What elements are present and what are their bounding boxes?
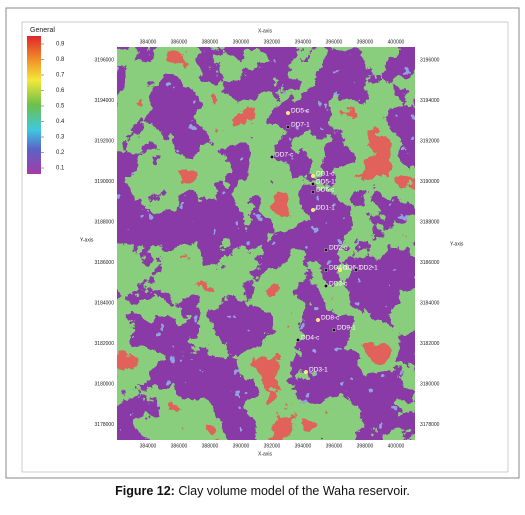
well <box>324 284 329 289</box>
x-tick-label: 394000 <box>295 39 312 45</box>
well-label: DD1-1 <box>316 205 335 212</box>
well <box>296 338 301 343</box>
frame <box>5 7 520 479</box>
x-tick-label: 384000 <box>140 443 157 449</box>
x-tick-label: 384000 <box>140 39 157 45</box>
x-tick-label: 388000 <box>202 39 219 45</box>
x-tick-label: 398000 <box>357 39 374 45</box>
well-label: DD7-1 <box>291 122 310 129</box>
caption-text: Clay volume model of the Waha reservoir. <box>174 484 410 498</box>
y-tick-label: 3196000 <box>420 57 440 63</box>
well <box>311 189 316 194</box>
legend-bar <box>27 36 41 174</box>
x-tick-label: 396000 <box>326 443 343 449</box>
well-label: DD5-c <box>291 108 310 115</box>
well <box>324 268 329 273</box>
legend-tick-label: 0.1 <box>56 166 65 172</box>
x-tick-label: 390000 <box>233 39 250 45</box>
well <box>286 124 291 129</box>
figure: General X-axis X-axis Y-axis Y-axis 0.9 0… <box>5 7 520 479</box>
well-label: DD8-c <box>321 315 340 322</box>
caption: Figure 12: Clay volume model of the Waha… <box>0 484 525 498</box>
well-label: DD1-c <box>316 171 335 178</box>
y-tick-label: 3180000 <box>95 381 115 387</box>
x-tick-label: 396000 <box>326 39 343 45</box>
well-label: DD6-1 <box>343 265 362 272</box>
well <box>304 370 309 375</box>
well-label: DD6-c <box>316 187 335 194</box>
y-tick-label: 3196000 <box>95 57 115 63</box>
y-axis-label: Y-axis <box>80 237 94 243</box>
x-tick-label: 394000 <box>295 443 312 449</box>
legend-tick-label: 0.3 <box>56 135 65 141</box>
legend-title: General <box>30 27 55 34</box>
x-tick-label: 400000 <box>388 443 405 449</box>
well <box>332 328 337 333</box>
y-tick-label: 3186000 <box>420 260 440 266</box>
well-label: DD3-1 <box>309 367 328 374</box>
well-label: DD3-c <box>329 281 348 288</box>
x-axis-label: X-axis <box>258 28 272 34</box>
y-tick-label: 3186000 <box>95 260 115 266</box>
y-tick-label: 3188000 <box>95 219 115 225</box>
y-tick-label: 3190000 <box>420 179 440 185</box>
x-tick-label: 400000 <box>388 39 405 45</box>
x-tick-label: 392000 <box>264 39 281 45</box>
legend-tick-label: 0.8 <box>56 57 65 63</box>
well <box>324 247 329 252</box>
x-axis-label: X-axis <box>258 451 272 457</box>
well-label: DD7-c <box>275 152 294 159</box>
clay-map <box>117 47 415 440</box>
x-tick-label: 388000 <box>202 443 219 449</box>
x-tick-label: 398000 <box>357 443 374 449</box>
well <box>311 181 316 186</box>
y-tick-label: 3182000 <box>420 341 440 347</box>
well-label: DD9-1 <box>337 325 356 332</box>
well <box>286 110 291 115</box>
y-tick-label: 3178000 <box>95 422 115 428</box>
y-tick-label: 3194000 <box>95 98 115 104</box>
x-tick-label: 386000 <box>171 39 188 45</box>
y-tick-label: 3180000 <box>420 381 440 387</box>
y-tick-label: 3192000 <box>95 138 115 144</box>
legend-tick-label: 0.6 <box>56 88 65 94</box>
legend-tick-label: 0.4 <box>56 119 65 125</box>
y-tick-label: 3190000 <box>95 179 115 185</box>
well <box>311 207 316 212</box>
well <box>338 268 343 273</box>
map-layer <box>117 47 415 440</box>
y-tick-label: 3178000 <box>420 422 440 428</box>
y-tick-label: 3194000 <box>420 98 440 104</box>
y-tick-label: 3184000 <box>95 300 115 306</box>
well <box>354 268 359 273</box>
y-tick-label: 3192000 <box>420 138 440 144</box>
legend-tick-label: 0.5 <box>56 104 65 110</box>
legend-tick-label: 0.2 <box>56 150 65 156</box>
well-label: DD2-c <box>329 245 348 252</box>
well <box>270 154 275 159</box>
well-label: DD2-1 <box>359 265 378 272</box>
well <box>311 173 316 178</box>
caption-label: Figure 12: <box>115 484 175 498</box>
well-label: DD4-c <box>301 335 320 342</box>
well <box>316 318 321 323</box>
x-tick-label: 392000 <box>264 443 281 449</box>
well-label: DD4-1 <box>329 265 348 272</box>
y-tick-label: 3184000 <box>420 300 440 306</box>
x-tick-label: 386000 <box>171 443 188 449</box>
legend-tick-label: 0.9 <box>56 42 65 48</box>
x-tick-label: 390000 <box>233 443 250 449</box>
well-label: DD5-1 <box>316 179 335 186</box>
y-tick-label: 3182000 <box>95 341 115 347</box>
legend-tick-label: 0.7 <box>56 73 65 79</box>
y-axis-label: Y-axis <box>450 241 464 247</box>
y-tick-label: 3188000 <box>420 219 440 225</box>
